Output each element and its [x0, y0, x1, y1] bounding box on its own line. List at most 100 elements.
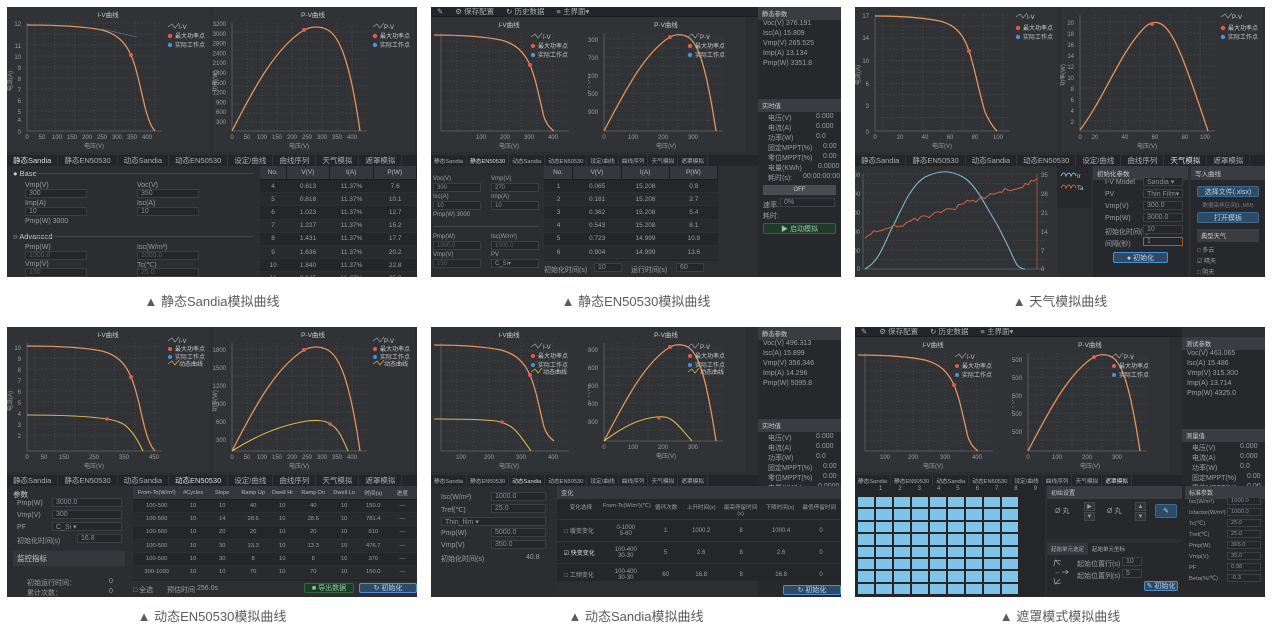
svg-text:电压(V): 电压(V) — [499, 462, 519, 470]
svg-text:150: 150 — [59, 455, 70, 461]
svg-text:3600: 3600 — [588, 366, 599, 372]
svg-text:200: 200 — [82, 135, 93, 141]
svg-text:动态曲线: 动态曲线 — [700, 368, 724, 376]
svg-text:8: 8 — [1071, 87, 1075, 93]
svg-text:250: 250 — [302, 135, 313, 141]
svg-text:电流(A): 电流(A) — [7, 71, 14, 91]
svg-text:600: 600 — [216, 420, 227, 426]
svg-text:900: 900 — [216, 100, 227, 106]
svg-text:功率(W): 功率(W) — [212, 70, 219, 92]
svg-text:20: 20 — [897, 135, 904, 141]
svg-text:P-V: P-V — [384, 25, 394, 31]
svg-text:最大功率点: 最大功率点 — [1228, 24, 1258, 32]
svg-text:350: 350 — [332, 135, 343, 141]
svg-text:14: 14 — [862, 36, 869, 42]
svg-text:电压(V): 电压(V) — [923, 462, 943, 470]
svg-text:400: 400 — [548, 135, 559, 141]
svg-text:350: 350 — [332, 455, 343, 461]
svg-text:150: 150 — [67, 135, 78, 141]
svg-text:动态曲线: 动态曲线 — [543, 368, 567, 376]
svg-text:400: 400 — [347, 455, 358, 461]
svg-text:300: 300 — [1112, 455, 1123, 461]
svg-text:100: 100 — [52, 135, 63, 141]
svg-text:0: 0 — [1078, 135, 1082, 141]
svg-text:Ta: Ta — [1077, 186, 1084, 192]
svg-text:电流(A): 电流(A) — [7, 391, 14, 411]
svg-text:8: 8 — [18, 77, 22, 83]
svg-text:P-V曲线: P-V曲线 — [1078, 340, 1102, 349]
svg-text:200: 200 — [287, 455, 298, 461]
svg-text:11: 11 — [15, 44, 22, 50]
svg-text:100: 100 — [993, 135, 1004, 141]
svg-text:最大功率点: 最大功率点 — [962, 362, 992, 370]
svg-text:500: 500 — [1012, 430, 1023, 436]
svg-text:I-V曲线: I-V曲线 — [97, 330, 119, 339]
svg-text:300: 300 — [317, 455, 328, 461]
svg-text:2400: 2400 — [213, 51, 227, 57]
svg-text:8: 8 — [18, 368, 22, 374]
svg-text:I-V: I-V — [543, 345, 551, 351]
svg-text:I-V曲线: I-V曲线 — [97, 10, 119, 19]
svg-text:P-V: P-V — [700, 35, 710, 41]
svg-text:0: 0 — [230, 455, 234, 461]
svg-text:7: 7 — [18, 88, 22, 94]
svg-text:12: 12 — [14, 22, 21, 28]
svg-text:功率(W): 功率(W) — [1060, 64, 1067, 86]
svg-text:P-V曲线: P-V曲线 — [301, 330, 325, 339]
svg-text:I-V: I-V — [967, 355, 975, 361]
svg-text:0: 0 — [866, 130, 870, 136]
svg-text:←: ← — [1054, 569, 1061, 576]
svg-text:最大功率点: 最大功率点 — [175, 32, 205, 40]
svg-text:6: 6 — [18, 390, 22, 396]
svg-text:200: 200 — [484, 455, 495, 461]
svg-text:3500: 3500 — [1012, 376, 1023, 382]
svg-text:5: 5 — [18, 110, 22, 116]
svg-text:20: 20 — [1067, 21, 1074, 27]
svg-text:2: 2 — [18, 434, 22, 440]
svg-text:200: 200 — [500, 135, 511, 141]
svg-text:P-V: P-V — [1124, 355, 1134, 361]
svg-text:10: 10 — [14, 346, 21, 352]
svg-text:250: 250 — [97, 135, 108, 141]
svg-text:300: 300 — [216, 120, 227, 126]
svg-text:4800: 4800 — [588, 348, 599, 354]
svg-text:最大功率点: 最大功率点 — [538, 42, 568, 50]
svg-text:0: 0 — [25, 455, 29, 461]
svg-text:200: 200 — [855, 249, 861, 255]
svg-text:150: 150 — [272, 135, 283, 141]
svg-text:900: 900 — [588, 110, 599, 116]
svg-text:35: 35 — [1041, 173, 1048, 179]
svg-text:6: 6 — [18, 99, 22, 105]
svg-text:P-V曲线: P-V曲线 — [654, 330, 678, 339]
svg-text:600: 600 — [216, 110, 227, 116]
svg-text:Ir: Ir — [1077, 174, 1081, 180]
svg-text:12: 12 — [1067, 65, 1074, 71]
svg-text:电压(V): 电压(V) — [932, 142, 952, 150]
svg-text:电流(A): 电流(A) — [855, 65, 862, 85]
svg-text:实际工作点: 实际工作点 — [175, 41, 205, 49]
svg-text:300: 300 — [688, 445, 699, 451]
svg-text:200: 200 — [1082, 455, 1093, 461]
svg-text:4500: 4500 — [1012, 358, 1023, 364]
svg-text:I-V曲线: I-V曲线 — [922, 340, 944, 349]
svg-text:28: 28 — [1041, 192, 1048, 198]
svg-text:3200: 3200 — [213, 22, 227, 28]
svg-text:300: 300 — [112, 135, 123, 141]
svg-text:300: 300 — [516, 455, 527, 461]
svg-text:800: 800 — [855, 192, 861, 198]
svg-text:I-V: I-V — [1027, 15, 1035, 21]
svg-text:400: 400 — [347, 135, 358, 141]
svg-text:300: 300 — [317, 135, 328, 141]
svg-text:40: 40 — [1122, 135, 1129, 141]
svg-text:电压(V): 电压(V) — [499, 142, 519, 150]
svg-text:200: 200 — [908, 455, 919, 461]
svg-text:18: 18 — [1067, 32, 1074, 38]
svg-text:100: 100 — [257, 135, 268, 141]
svg-text:4: 4 — [18, 412, 22, 418]
svg-text:电压(V): 电压(V) — [289, 142, 309, 150]
svg-text:100: 100 — [628, 135, 639, 141]
svg-text:9: 9 — [18, 66, 22, 72]
svg-text:2800: 2800 — [213, 42, 227, 48]
svg-text:100: 100 — [257, 455, 268, 461]
svg-text:最大功率点: 最大功率点 — [1023, 24, 1053, 32]
